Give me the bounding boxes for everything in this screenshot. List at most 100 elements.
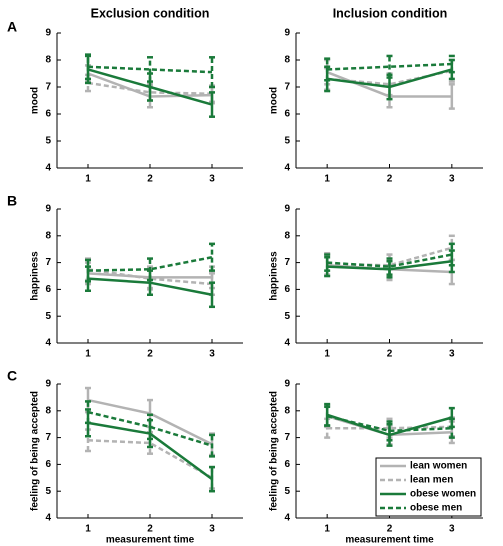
error-bar — [209, 91, 215, 118]
row-label: A — [7, 19, 17, 35]
y-tick-label: 5 — [284, 311, 290, 322]
x-tick-label: 2 — [147, 174, 153, 185]
error-bar — [324, 57, 331, 82]
y-tick-label: 9 — [284, 204, 290, 215]
y-axis-label: feeling of being accepted — [30, 391, 41, 511]
x-tick-label: 2 — [387, 349, 393, 360]
error-bar — [386, 54, 393, 79]
x-axis-label: measurement time — [106, 535, 195, 546]
error-bar — [209, 242, 215, 272]
y-axis-label: mood — [269, 87, 280, 114]
row-label: C — [7, 368, 17, 384]
y-tick-label: 5 — [45, 311, 51, 322]
error-bar — [85, 400, 91, 425]
x-tick-label: 3 — [209, 174, 215, 185]
y-tick-label: 5 — [284, 486, 290, 497]
x-tick-label: 3 — [449, 349, 455, 360]
x-tick-label: 3 — [209, 524, 215, 535]
series-line — [87, 81, 213, 95]
error-bar — [448, 54, 455, 74]
error-bar — [386, 257, 393, 276]
error-bar — [209, 56, 215, 89]
x-tick-label: 3 — [449, 174, 455, 185]
error-bar — [147, 257, 153, 282]
legend-label: lean men — [410, 475, 453, 486]
error-bar — [85, 53, 91, 81]
legend-label: obese women — [410, 489, 476, 500]
error-bar — [448, 83, 455, 110]
y-tick-label: 8 — [45, 230, 51, 241]
x-axis-label: measurement time — [345, 535, 434, 546]
y-tick-label: 6 — [45, 109, 51, 120]
x-tick-label: 1 — [85, 349, 91, 360]
y-tick-label: 5 — [284, 136, 290, 147]
x-tick-label: 1 — [324, 174, 330, 185]
error-bar — [448, 417, 455, 439]
legend-label: obese men — [410, 503, 462, 514]
column-title: Inclusion condition — [333, 6, 448, 20]
legend — [375, 457, 482, 517]
error-bar — [386, 420, 393, 442]
y-tick-label: 5 — [45, 136, 51, 147]
x-tick-label: 2 — [387, 174, 393, 185]
y-tick-label: 9 — [45, 204, 51, 215]
series-line — [87, 268, 213, 286]
y-tick-label: 8 — [284, 405, 290, 416]
x-tick-label: 1 — [85, 524, 91, 535]
row-label: B — [7, 193, 17, 209]
y-axis-label: happiness — [30, 251, 41, 301]
y-tick-label: 4 — [45, 338, 51, 349]
y-tick-label: 7 — [45, 82, 51, 93]
error-bar — [209, 465, 215, 493]
y-tick-label: 8 — [45, 405, 51, 416]
x-tick-label: 2 — [387, 524, 393, 535]
y-tick-label: 6 — [45, 284, 51, 295]
error-bar — [448, 242, 455, 267]
legend-label: lean women — [410, 461, 467, 472]
error-bar — [324, 405, 331, 427]
error-bar — [209, 281, 215, 309]
y-tick-label: 7 — [284, 432, 290, 443]
series-line — [327, 425, 452, 430]
y-tick-label: 9 — [45, 379, 51, 390]
x-tick-label: 3 — [449, 524, 455, 535]
x-tick-label: 2 — [147, 524, 153, 535]
y-tick-label: 4 — [284, 338, 290, 349]
x-tick-label: 3 — [209, 349, 215, 360]
y-tick-label: 6 — [284, 284, 290, 295]
y-tick-label: 8 — [284, 230, 290, 241]
column-title: Exclusion condition — [91, 6, 210, 20]
error-bar — [147, 56, 153, 83]
y-axis-label: mood — [30, 87, 41, 114]
y-tick-label: 4 — [45, 513, 51, 524]
y-tick-label: 4 — [284, 513, 290, 524]
error-bar — [85, 258, 91, 283]
y-tick-label: 9 — [284, 379, 290, 390]
y-tick-label: 7 — [284, 82, 290, 93]
series-line — [87, 410, 213, 447]
y-tick-label: 4 — [45, 163, 51, 174]
x-tick-label: 1 — [324, 349, 330, 360]
y-axis-label: feeling of being accepted — [269, 391, 280, 511]
x-tick-label: 1 — [85, 174, 91, 185]
x-tick-label: 1 — [324, 524, 330, 535]
y-tick-label: 6 — [45, 459, 51, 470]
series-line — [327, 62, 452, 71]
y-tick-label: 6 — [284, 109, 290, 120]
y-tick-label: 4 — [284, 163, 290, 174]
x-tick-label: 2 — [147, 349, 153, 360]
y-axis-label: happiness — [269, 251, 280, 301]
error-bar — [209, 433, 215, 458]
y-tick-label: 7 — [284, 257, 290, 268]
y-tick-label: 7 — [45, 257, 51, 268]
series-line — [87, 256, 213, 272]
y-tick-label: 9 — [284, 28, 290, 39]
y-tick-label: 5 — [45, 486, 51, 497]
error-bar — [324, 253, 331, 272]
error-bar — [147, 413, 153, 441]
y-tick-label: 8 — [284, 55, 290, 66]
y-tick-label: 6 — [284, 459, 290, 470]
y-tick-label: 9 — [45, 28, 51, 39]
y-tick-label: 7 — [45, 432, 51, 443]
